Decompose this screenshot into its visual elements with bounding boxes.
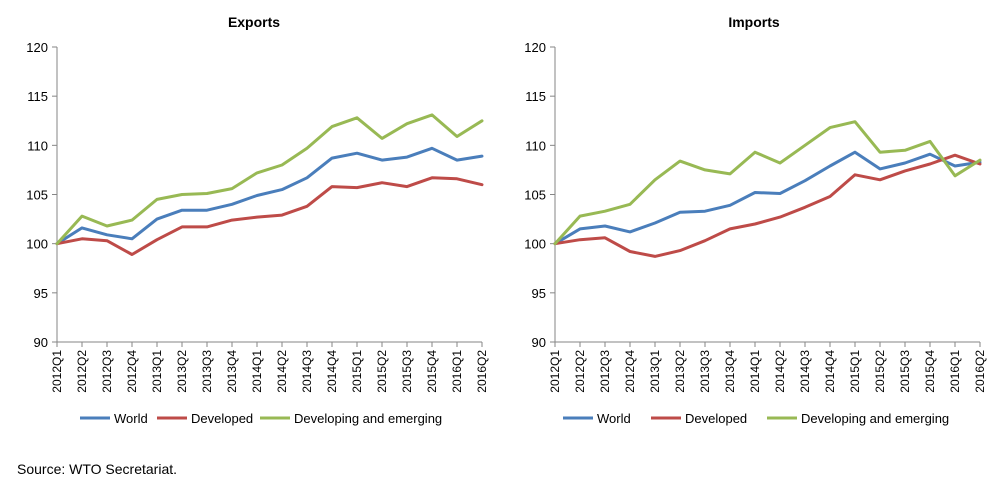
x-tick-label: 2012Q3: [598, 350, 612, 393]
x-tick-label: 2012Q1: [548, 350, 562, 393]
source-note: Source: WTO Secretariat.: [17, 461, 178, 477]
x-tick-label: 2015Q3: [898, 350, 912, 393]
y-tick-label: 100: [524, 237, 546, 252]
series-line-developing-and-emerging: [55, 113, 484, 246]
chart-title: Exports: [228, 14, 280, 30]
x-tick-label: 2016Q1: [450, 350, 464, 393]
x-tick-label: 2015Q2: [375, 350, 389, 393]
y-tick-label: 105: [26, 188, 48, 203]
chart-panel-imports: Imports 90 95 100 105 110 115 120 2012Q1 2012Q2 20…: [524, 14, 987, 426]
x-tick-label: 2016Q1: [948, 350, 962, 393]
legend-label: Developing and emerging: [801, 411, 949, 426]
x-tick-label: 2014Q1: [748, 350, 762, 393]
x-tick-label: 2012Q4: [125, 350, 139, 393]
series-line-developed: [55, 176, 484, 256]
x-tick-label: 2014Q2: [275, 350, 289, 393]
x-tick-label: 2013Q3: [698, 350, 712, 393]
x-tick-label: 2013Q2: [673, 350, 687, 393]
x-tick-label: 2014Q4: [325, 350, 339, 393]
x-tick-label: 2013Q2: [175, 350, 189, 393]
y-tick-label: 105: [524, 188, 546, 203]
series-line-developed: [553, 153, 982, 258]
x-tick-label: 2013Q4: [225, 350, 239, 393]
x-tick-label: 2012Q2: [573, 350, 587, 393]
x-tick-label: 2015Q1: [350, 350, 364, 393]
y-tick-label: 115: [27, 89, 48, 104]
x-tick-label: 2014Q3: [300, 350, 314, 393]
x-tick-label: 2014Q2: [773, 350, 787, 393]
x-tick-label: 2014Q3: [798, 350, 812, 393]
x-tick-label: 2012Q3: [100, 350, 114, 393]
x-tick-label: 2013Q4: [723, 350, 737, 393]
x-tick-label: 2013Q1: [648, 350, 662, 393]
chart-title: Imports: [728, 14, 780, 30]
y-tick-label: 115: [525, 89, 546, 104]
y-tick-label: 90: [532, 335, 546, 350]
series-line-world: [553, 150, 982, 246]
y-tick-label: 90: [34, 335, 48, 350]
series-line-world: [55, 146, 484, 246]
legend: World Developed Developing and emerging: [563, 411, 949, 426]
legend-label: Developing and emerging: [294, 411, 442, 426]
legend-label: Developed: [685, 411, 747, 426]
x-tick-label: 2016Q2: [973, 350, 987, 393]
y-tick-label: 120: [524, 40, 546, 55]
x-tick-label: 2015Q4: [923, 350, 937, 393]
y-tick-label: 95: [34, 286, 48, 301]
y-tick-label: 110: [525, 138, 546, 153]
x-tick-label: 2015Q3: [400, 350, 414, 393]
x-tick-label: 2012Q4: [623, 350, 637, 393]
x-tick-label: 2015Q2: [873, 350, 887, 393]
y-tick-label: 95: [532, 286, 546, 301]
x-tick-label: 2013Q3: [200, 350, 214, 393]
legend-label: World: [114, 411, 148, 426]
y-tick-label: 120: [26, 40, 48, 55]
legend-label: World: [597, 411, 631, 426]
chart-panel-exports: Exports 90 95 100 105 110 115 120 2012Q1 2012Q2 20…: [26, 14, 489, 426]
legend-label: Developed: [191, 411, 253, 426]
y-tick-label: 110: [27, 138, 48, 153]
y-tick-label: 100: [26, 237, 48, 252]
x-tick-label: 2015Q4: [425, 350, 439, 393]
x-tick-label: 2012Q1: [50, 350, 64, 393]
x-tick-label: 2012Q2: [75, 350, 89, 393]
legend: World Developed Developing and emerging: [80, 411, 442, 426]
x-tick-label: 2014Q4: [823, 350, 837, 393]
series-line-developing-and-emerging: [553, 120, 982, 246]
x-tick-label: 2014Q1: [250, 350, 264, 393]
x-tick-label: 2016Q2: [475, 350, 489, 393]
x-tick-label: 2013Q1: [150, 350, 164, 393]
x-tick-label: 2015Q1: [848, 350, 862, 393]
